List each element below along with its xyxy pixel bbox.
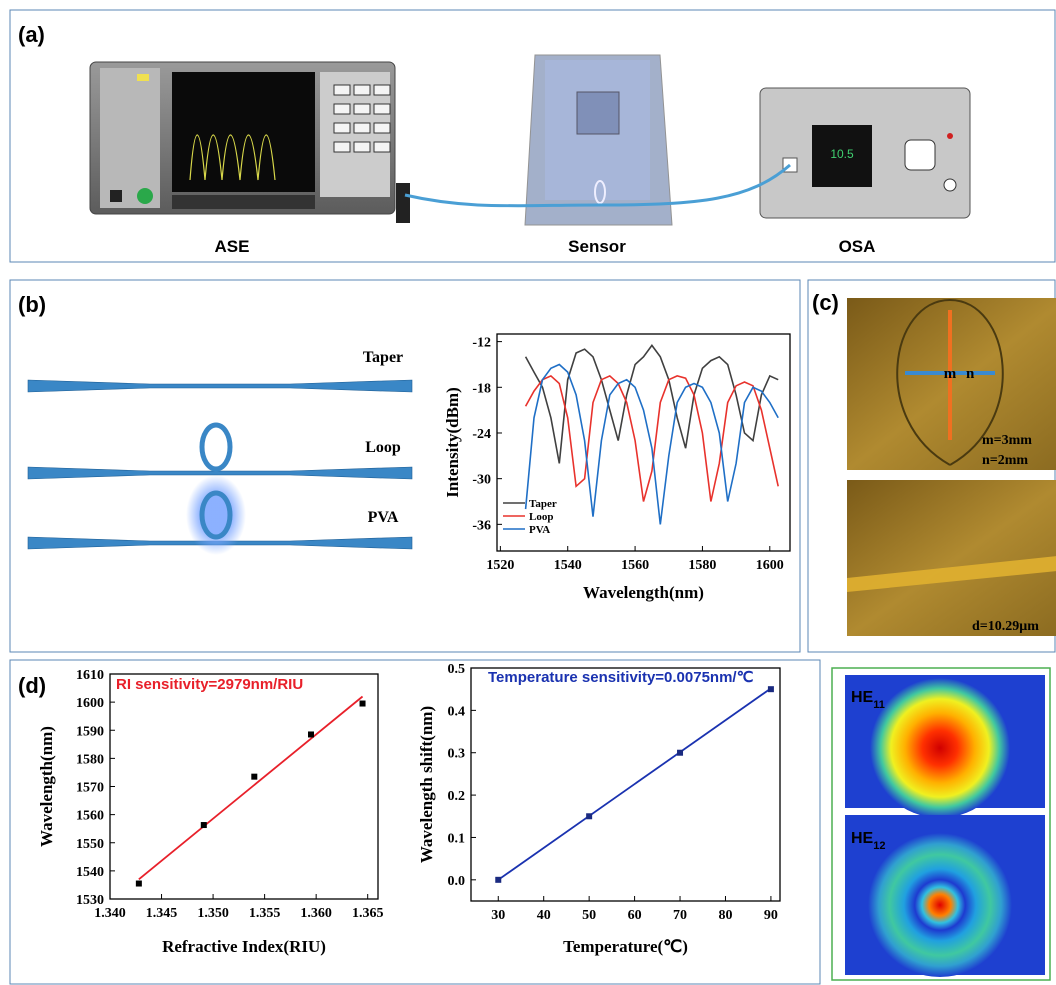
x-tick-label: 60 [628,908,642,923]
data-point [495,877,501,883]
x-tick-label: 1560 [621,558,649,573]
annotation: Temperature sensitivity=0.0075nm/℃ [488,669,754,686]
y-tick-label: -36 [472,518,491,533]
panel-label: (a) [18,22,45,47]
plot-frame [110,674,378,899]
x-tick-label: 1.345 [146,906,178,921]
mode-field [868,833,1012,977]
x-tick-label: 1580 [688,558,716,573]
data-point [308,731,314,737]
x-axis-title: Temperature(℃) [563,937,688,956]
x-tick-label: 1.340 [94,906,126,921]
y-axis-title: Intensity(dBm) [443,387,462,498]
x-axis-title: Wavelength(nm) [583,583,704,602]
x-tick-label: 50 [582,908,596,923]
data-point [251,774,257,780]
y-axis-title: Wavelength shift(nm) [417,706,436,863]
photo-label: m=3mm [982,433,1032,448]
mode-field [870,678,1010,818]
legend-label: Taper [529,498,557,510]
device-label: Sensor [568,237,626,256]
photo-label: m [944,366,957,382]
y-tick-label: 1570 [76,781,104,796]
panel-label: (d) [18,673,46,698]
data-point [768,686,774,692]
svg-text:10.5: 10.5 [830,147,854,161]
y-tick-label: 1590 [76,724,104,739]
data-point [201,822,207,828]
panel-d [10,660,820,984]
y-tick-label: 0.0 [448,874,466,889]
fiber-label: Loop [365,439,401,456]
y-tick-label: -18 [472,381,491,396]
data-point [136,881,142,887]
pva-glow [186,475,246,555]
y-tick-label: -24 [472,427,491,442]
y-tick-label: 0.4 [448,704,466,719]
y-tick-label: 1550 [76,837,104,852]
fiber-loop [202,425,230,469]
y-tick-label: 0.5 [448,662,466,677]
annotation: RI sensitivity=2979nm/RIU [116,676,303,693]
y-tick-label: 1560 [76,809,104,824]
y-tick-label: 1610 [76,668,104,683]
panel-label: (c) [812,290,839,315]
legend-label: Loop [529,511,553,523]
legend-label: PVA [529,524,550,536]
photo-label: n [966,366,975,382]
y-tick-label: 1600 [76,696,104,711]
photo-label: n=2mm [982,453,1028,468]
fiber-label: PVA [368,509,399,526]
y-tick-label: -30 [472,473,491,488]
panel-label: (b) [18,292,46,317]
data-point [677,750,683,756]
x-tick-label: 1.360 [300,906,332,921]
y-tick-label: 0.1 [448,831,466,846]
photo-fiber [847,480,1056,636]
ase-device [90,62,410,223]
fiber-label: Taper [363,349,403,366]
data-point [586,813,592,819]
x-tick-label: 1520 [486,558,514,573]
y-tick-label: 1580 [76,752,104,767]
x-axis-title: Refractive Index(RIU) [162,937,326,956]
y-tick-label: 1540 [76,865,104,880]
x-tick-label: 1.355 [249,906,281,921]
series-line [526,365,779,525]
x-tick-label: 40 [537,908,551,923]
y-axis-title: Wavelength(nm) [37,726,56,847]
y-tick-label: 0.3 [448,747,466,762]
x-tick-label: 70 [673,908,687,923]
device-label: OSA [839,237,876,256]
fit-line [139,697,363,880]
x-tick-label: 80 [718,908,732,923]
fit-line [498,688,771,879]
y-tick-label: 1530 [76,893,104,908]
x-tick-label: 30 [491,908,505,923]
x-tick-label: 1.365 [352,906,384,921]
sensor-box [525,55,672,225]
osa-device: 10.5 [760,88,970,218]
device-label: ASE [215,237,250,256]
x-tick-label: 1600 [756,558,784,573]
x-tick-label: 1540 [554,558,582,573]
data-point [360,701,366,707]
x-tick-label: 1.350 [197,906,229,921]
figure: (a) (b) (c) (d) 10.5 ASE Sensor OSA Tape… [0,0,1056,985]
photo-label: d=10.29μm [972,619,1039,634]
y-tick-label: -12 [472,336,491,351]
x-tick-label: 90 [764,908,778,923]
y-tick-label: 0.2 [448,789,466,804]
